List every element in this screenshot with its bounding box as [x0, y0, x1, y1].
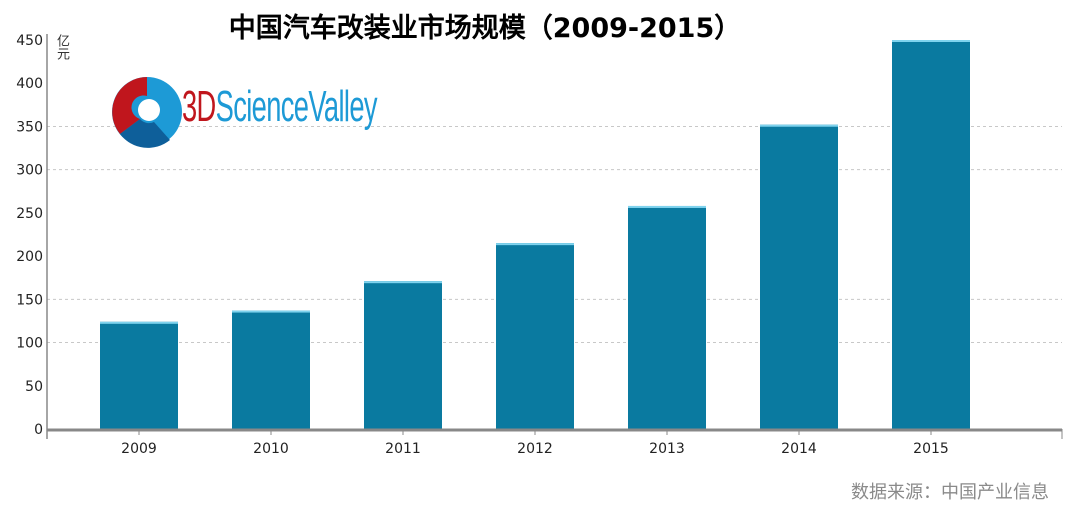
y-tick-label: 50 — [25, 379, 43, 395]
y-tick-label: 250 — [16, 206, 43, 222]
x-tick-label: 2009 — [121, 441, 157, 457]
y-axis-label: 亿元 — [54, 34, 69, 60]
axes — [46, 34, 1063, 439]
x-tick-label: 2013 — [649, 441, 685, 457]
x-tick-label: 2012 — [517, 441, 553, 457]
gridlines — [47, 125, 1062, 344]
x-tick-label: 2014 — [781, 441, 817, 457]
x-ticks: 2009 2010 2011 2012 2013 2014 2015 — [121, 429, 949, 457]
y-tick-label: 100 — [16, 336, 43, 352]
bars — [100, 40, 970, 430]
bar-2012 — [496, 243, 574, 429]
bar-top-2009 — [100, 321, 178, 324]
logo-swirl-icon — [112, 77, 182, 148]
y-ticks: 0 50 100 150 200 250 300 350 400 450 — [16, 33, 43, 438]
x-tick-label: 2010 — [253, 441, 289, 457]
bar-2013 — [628, 205, 706, 429]
y-tick-label: 450 — [16, 33, 43, 49]
y-tick-label: 200 — [16, 249, 43, 265]
bar-2011 — [364, 281, 442, 429]
logo-text: 3DScienceValley — [182, 82, 378, 132]
bar-2010 — [232, 310, 310, 429]
y-tick-label: 300 — [16, 163, 43, 179]
chart-title: 中国汽车改装业市场规模（2009-2015） — [228, 13, 742, 44]
y-tick-label: 400 — [16, 76, 43, 92]
bar-top-2015 — [892, 40, 970, 42]
x-tick-label: 2015 — [913, 441, 949, 457]
bar-2014 — [760, 124, 838, 430]
y-tick-label: 0 — [34, 422, 43, 438]
logo: 3DScienceValley — [110, 74, 400, 152]
y-tick-label: 350 — [16, 119, 43, 135]
bar-top-2012 — [496, 243, 574, 246]
y-tick-label: 150 — [16, 292, 43, 308]
bar-top-2010 — [232, 310, 310, 313]
logo-text-3d: 3D — [182, 82, 216, 131]
source-note: 数据来源：中国产业信息 — [851, 482, 1049, 503]
x-tick-label: 2011 — [385, 441, 421, 457]
bar-top-2011 — [364, 281, 442, 284]
bar-2009 — [100, 321, 178, 429]
bar-top-2013 — [628, 205, 706, 208]
bar-top-2014 — [760, 124, 838, 127]
logo-text-rest: ScienceValley — [215, 82, 378, 131]
bar-2015 — [892, 40, 970, 429]
